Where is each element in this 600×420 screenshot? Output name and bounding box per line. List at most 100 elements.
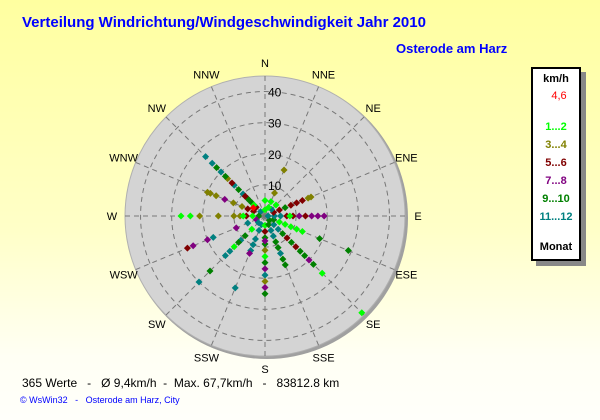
legend-max-value: 4,6 xyxy=(551,90,567,102)
data-point xyxy=(228,179,236,187)
data-point xyxy=(241,192,249,200)
direction-label-wnw: WNW xyxy=(109,152,138,164)
direction-label-nne: NNE xyxy=(312,70,335,82)
legend-entry-months-5-6: 5...6 xyxy=(545,157,567,169)
data-point xyxy=(274,225,282,233)
data-point xyxy=(275,218,283,226)
data-point xyxy=(235,186,243,194)
radial-tick-label: 40 xyxy=(268,86,282,100)
data-point xyxy=(261,265,269,273)
data-point xyxy=(177,212,185,220)
data-point xyxy=(261,271,269,279)
data-point xyxy=(261,246,269,254)
data-point xyxy=(292,243,300,251)
legend-entry-months-7-8: 7...8 xyxy=(545,175,567,187)
direction-label-w: W xyxy=(107,211,118,223)
data-point xyxy=(283,234,291,242)
data-point xyxy=(269,232,277,240)
data-point xyxy=(261,196,269,204)
data-point xyxy=(270,221,278,229)
data-point xyxy=(308,212,316,220)
data-point xyxy=(246,249,254,257)
data-point xyxy=(286,212,294,220)
data-point xyxy=(293,199,301,207)
data-point xyxy=(248,225,256,233)
legend-entry-months-11-12: 11...12 xyxy=(539,211,573,223)
direction-label-ssw: SSW xyxy=(194,352,220,364)
legend-entry-months-9-10: 9...10 xyxy=(542,193,570,205)
data-point xyxy=(293,225,301,233)
data-point xyxy=(213,164,221,172)
legend-entry-months-1-2: 1...2 xyxy=(545,121,567,133)
direction-label-nw: NW xyxy=(148,103,167,115)
direction-label-s: S xyxy=(261,364,268,376)
data-point xyxy=(221,195,229,203)
data-point xyxy=(209,233,217,241)
data-point xyxy=(221,172,229,180)
data-point xyxy=(275,206,283,214)
data-point xyxy=(229,199,237,207)
data-point xyxy=(272,201,280,209)
direction-label-sw: SW xyxy=(148,319,166,331)
data-point xyxy=(344,247,352,255)
data-point xyxy=(295,212,303,220)
legend: km/h 4,6 1...2 3...4 5...6 7...8 9...10 11...… xyxy=(531,67,581,261)
data-point xyxy=(320,212,328,220)
radial-tick-label: 30 xyxy=(268,117,282,131)
data-point xyxy=(221,252,229,260)
data-point xyxy=(204,188,212,196)
data-point xyxy=(301,252,309,260)
data-point xyxy=(212,192,220,200)
data-point xyxy=(214,212,222,220)
direction-label-se: SE xyxy=(366,319,381,331)
data-point xyxy=(195,278,203,286)
data-point xyxy=(314,212,322,220)
data-point xyxy=(261,228,269,236)
data-point xyxy=(305,256,313,264)
data-point xyxy=(267,226,275,234)
data-point xyxy=(281,261,289,269)
data-point xyxy=(261,252,269,260)
direction-label-ene: ENE xyxy=(395,152,418,164)
data-point xyxy=(232,224,240,232)
data-point xyxy=(235,238,243,246)
data-point xyxy=(189,242,197,250)
data-point xyxy=(287,201,295,209)
legend-title: km/h xyxy=(543,73,569,85)
direction-label-sse: SSE xyxy=(313,352,335,364)
direction-label-e: E xyxy=(414,211,421,223)
data-point xyxy=(298,227,306,235)
data-point xyxy=(281,220,289,228)
data-point xyxy=(274,244,282,252)
direction-label-ese: ESE xyxy=(395,270,417,282)
data-point xyxy=(186,212,194,220)
data-point xyxy=(271,189,279,197)
data-point xyxy=(239,212,247,220)
data-point xyxy=(272,238,280,246)
data-point xyxy=(251,235,259,243)
data-point xyxy=(246,197,254,205)
data-point xyxy=(296,247,304,255)
data-point xyxy=(276,249,284,257)
data-point xyxy=(261,277,269,285)
stats-line: 365 Werte - Ø 9,4km/h - Max. 67,7km/h - … xyxy=(22,376,340,390)
data-point xyxy=(241,232,249,240)
max-data-point xyxy=(249,204,257,212)
data-point xyxy=(279,255,287,263)
direction-label-n: N xyxy=(261,58,269,70)
data-point xyxy=(255,226,263,234)
radial-tick-label: 10 xyxy=(268,179,282,193)
data-point xyxy=(204,236,212,244)
legend-footer: Monat xyxy=(539,241,573,253)
data-point xyxy=(280,166,288,174)
data-point xyxy=(301,212,309,220)
direction-label-wsw: WSW xyxy=(110,270,139,282)
data-point xyxy=(196,212,204,220)
data-point xyxy=(183,244,191,252)
data-point xyxy=(244,219,252,227)
data-point xyxy=(202,153,210,161)
data-point xyxy=(277,212,285,220)
data-point xyxy=(261,237,269,245)
data-point xyxy=(238,202,246,210)
